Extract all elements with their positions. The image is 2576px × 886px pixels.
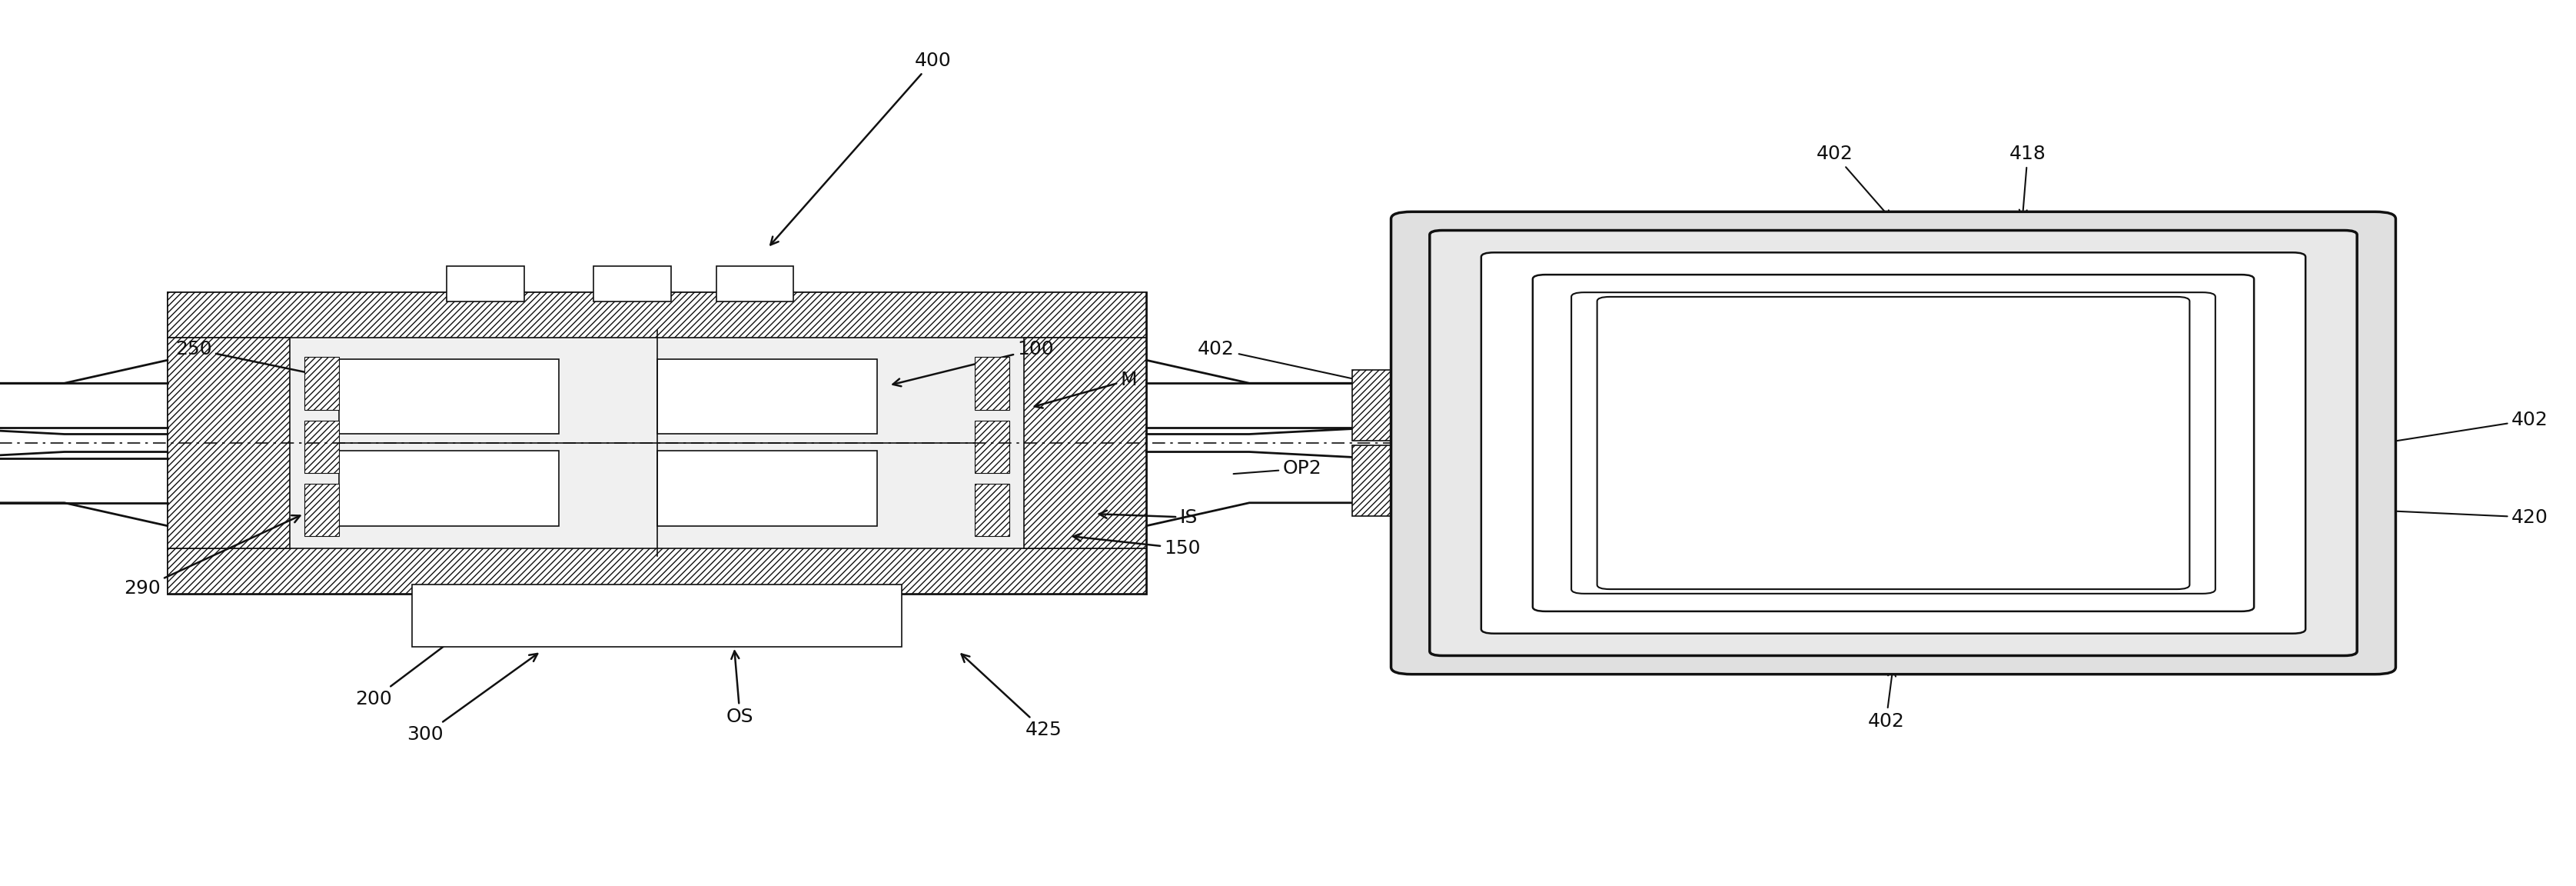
Bar <box>412 585 902 647</box>
Bar <box>167 548 1146 594</box>
Text: 402: 402 <box>2388 411 2548 445</box>
Bar <box>340 359 559 434</box>
Bar <box>974 484 1010 536</box>
Bar <box>304 484 340 536</box>
Text: 150: 150 <box>1074 533 1200 557</box>
Bar <box>657 359 876 434</box>
Text: 418: 418 <box>2009 145 2045 218</box>
FancyBboxPatch shape <box>1597 297 2190 589</box>
Text: 200: 200 <box>355 618 482 708</box>
Bar <box>167 292 1146 594</box>
Text: 400: 400 <box>770 52 951 245</box>
Bar <box>716 266 793 301</box>
Text: 300: 300 <box>407 654 538 743</box>
Bar <box>304 420 340 473</box>
FancyBboxPatch shape <box>1481 253 2306 633</box>
Bar <box>167 292 1146 338</box>
FancyBboxPatch shape <box>1430 230 2357 656</box>
Text: 402: 402 <box>1816 145 1891 219</box>
Bar <box>304 357 340 410</box>
Bar <box>657 451 876 526</box>
FancyBboxPatch shape <box>1571 292 2215 594</box>
Bar <box>592 266 670 301</box>
Text: 425: 425 <box>961 654 1061 739</box>
Text: 290: 290 <box>124 516 299 597</box>
Text: 250: 250 <box>175 340 407 396</box>
Text: 400: 400 <box>1494 478 1530 496</box>
Text: 402: 402 <box>1868 668 1904 730</box>
Bar <box>974 420 1010 473</box>
Text: OS: OS <box>726 651 755 726</box>
Bar <box>448 266 526 301</box>
Text: 420: 420 <box>1896 446 1981 504</box>
FancyBboxPatch shape <box>1533 275 2254 611</box>
Bar <box>1025 338 1146 548</box>
Text: 100: 100 <box>894 340 1054 386</box>
Bar <box>167 338 289 548</box>
Bar <box>1352 445 1417 516</box>
Text: OP2: OP2 <box>1234 460 1321 478</box>
FancyBboxPatch shape <box>1391 212 2396 674</box>
Text: 420: 420 <box>2362 506 2548 526</box>
Text: IS: IS <box>1100 509 1198 526</box>
Bar <box>974 357 1010 410</box>
Text: 402: 402 <box>1198 340 1401 391</box>
Bar <box>1352 370 1417 441</box>
Text: M: M <box>1036 371 1136 408</box>
Bar <box>340 451 559 526</box>
